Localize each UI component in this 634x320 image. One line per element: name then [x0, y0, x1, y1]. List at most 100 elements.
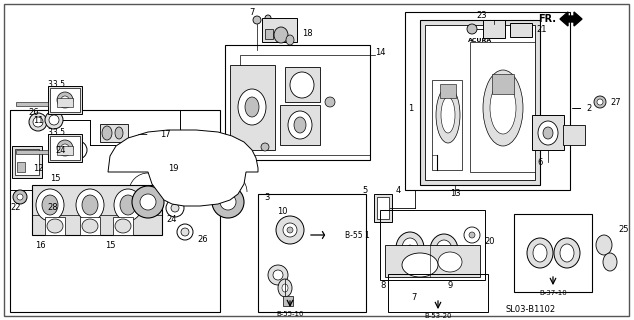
- Ellipse shape: [176, 167, 184, 173]
- Ellipse shape: [166, 199, 184, 217]
- Text: B-37-10: B-37-10: [539, 290, 567, 296]
- Ellipse shape: [603, 253, 617, 271]
- Ellipse shape: [276, 216, 304, 244]
- Ellipse shape: [596, 235, 612, 255]
- Bar: [57, 98, 73, 107]
- Ellipse shape: [290, 72, 314, 98]
- Ellipse shape: [538, 121, 558, 145]
- Ellipse shape: [49, 115, 59, 125]
- Ellipse shape: [132, 186, 164, 218]
- Text: 22: 22: [10, 203, 20, 212]
- Bar: [385, 245, 480, 277]
- Ellipse shape: [102, 126, 112, 140]
- Text: B-53-20: B-53-20: [424, 313, 452, 319]
- Ellipse shape: [114, 189, 142, 221]
- Text: 2: 2: [586, 103, 592, 113]
- Ellipse shape: [265, 15, 271, 21]
- Ellipse shape: [436, 87, 460, 143]
- Ellipse shape: [543, 127, 553, 139]
- Ellipse shape: [33, 117, 43, 127]
- Text: 1: 1: [408, 103, 413, 113]
- Ellipse shape: [61, 144, 69, 152]
- Ellipse shape: [17, 194, 23, 200]
- Ellipse shape: [29, 113, 47, 131]
- Text: 33 5: 33 5: [48, 127, 65, 137]
- Ellipse shape: [74, 146, 82, 154]
- Bar: [50, 88, 80, 112]
- Text: SL03-B1102: SL03-B1102: [506, 306, 556, 315]
- Text: 19: 19: [168, 164, 179, 172]
- Ellipse shape: [597, 99, 603, 105]
- Ellipse shape: [177, 224, 193, 240]
- Text: 15: 15: [105, 241, 115, 250]
- Bar: [113, 217, 133, 235]
- Ellipse shape: [274, 27, 288, 43]
- Ellipse shape: [464, 227, 480, 243]
- Text: 9: 9: [448, 282, 453, 291]
- Ellipse shape: [82, 219, 98, 233]
- Ellipse shape: [282, 284, 288, 292]
- Text: 14: 14: [375, 47, 385, 57]
- Bar: [492, 74, 514, 94]
- Ellipse shape: [533, 244, 547, 262]
- Bar: [12, 146, 42, 178]
- Text: 24: 24: [167, 215, 178, 225]
- Text: 5: 5: [363, 186, 368, 195]
- Ellipse shape: [278, 279, 292, 297]
- Bar: [374, 194, 392, 222]
- Text: 23: 23: [477, 11, 488, 20]
- Ellipse shape: [273, 270, 283, 280]
- Bar: [100, 124, 128, 142]
- Ellipse shape: [171, 204, 179, 212]
- Text: —: —: [137, 129, 147, 139]
- Ellipse shape: [115, 219, 131, 233]
- Ellipse shape: [57, 92, 73, 108]
- Bar: [532, 115, 564, 150]
- Ellipse shape: [238, 89, 266, 125]
- Text: 16: 16: [35, 241, 45, 250]
- Bar: [563, 125, 585, 145]
- Ellipse shape: [438, 252, 462, 272]
- Ellipse shape: [45, 111, 63, 129]
- Ellipse shape: [253, 16, 261, 24]
- Text: 13: 13: [450, 189, 460, 198]
- Text: 26: 26: [28, 108, 39, 116]
- Text: 21: 21: [536, 25, 547, 34]
- Bar: [283, 296, 293, 306]
- Ellipse shape: [560, 244, 574, 262]
- Text: B-55 1: B-55 1: [345, 230, 370, 239]
- Text: 27: 27: [610, 98, 621, 107]
- Bar: [50, 136, 80, 160]
- Text: 18: 18: [302, 28, 313, 37]
- Ellipse shape: [76, 189, 104, 221]
- Ellipse shape: [490, 82, 516, 134]
- Ellipse shape: [82, 195, 98, 215]
- Bar: [10, 110, 220, 312]
- Ellipse shape: [483, 70, 523, 146]
- Ellipse shape: [245, 97, 259, 117]
- Text: FR.: FR.: [538, 14, 556, 24]
- Ellipse shape: [402, 253, 438, 277]
- Ellipse shape: [407, 245, 413, 251]
- Text: 10: 10: [277, 207, 287, 217]
- Bar: [15, 149, 39, 175]
- Bar: [17, 162, 25, 172]
- Ellipse shape: [69, 141, 87, 159]
- Bar: [285, 67, 320, 102]
- Ellipse shape: [268, 265, 288, 285]
- Ellipse shape: [115, 127, 123, 139]
- Bar: [377, 197, 389, 219]
- Text: 7: 7: [249, 7, 255, 17]
- Ellipse shape: [325, 97, 335, 107]
- Bar: [265, 29, 273, 39]
- Ellipse shape: [287, 227, 293, 233]
- Ellipse shape: [283, 223, 297, 237]
- Ellipse shape: [286, 35, 294, 45]
- Ellipse shape: [430, 234, 458, 266]
- Text: 3: 3: [264, 194, 269, 203]
- Bar: [432, 80, 462, 170]
- Ellipse shape: [120, 195, 136, 215]
- Ellipse shape: [220, 194, 236, 210]
- Ellipse shape: [140, 194, 156, 210]
- Bar: [388, 274, 488, 312]
